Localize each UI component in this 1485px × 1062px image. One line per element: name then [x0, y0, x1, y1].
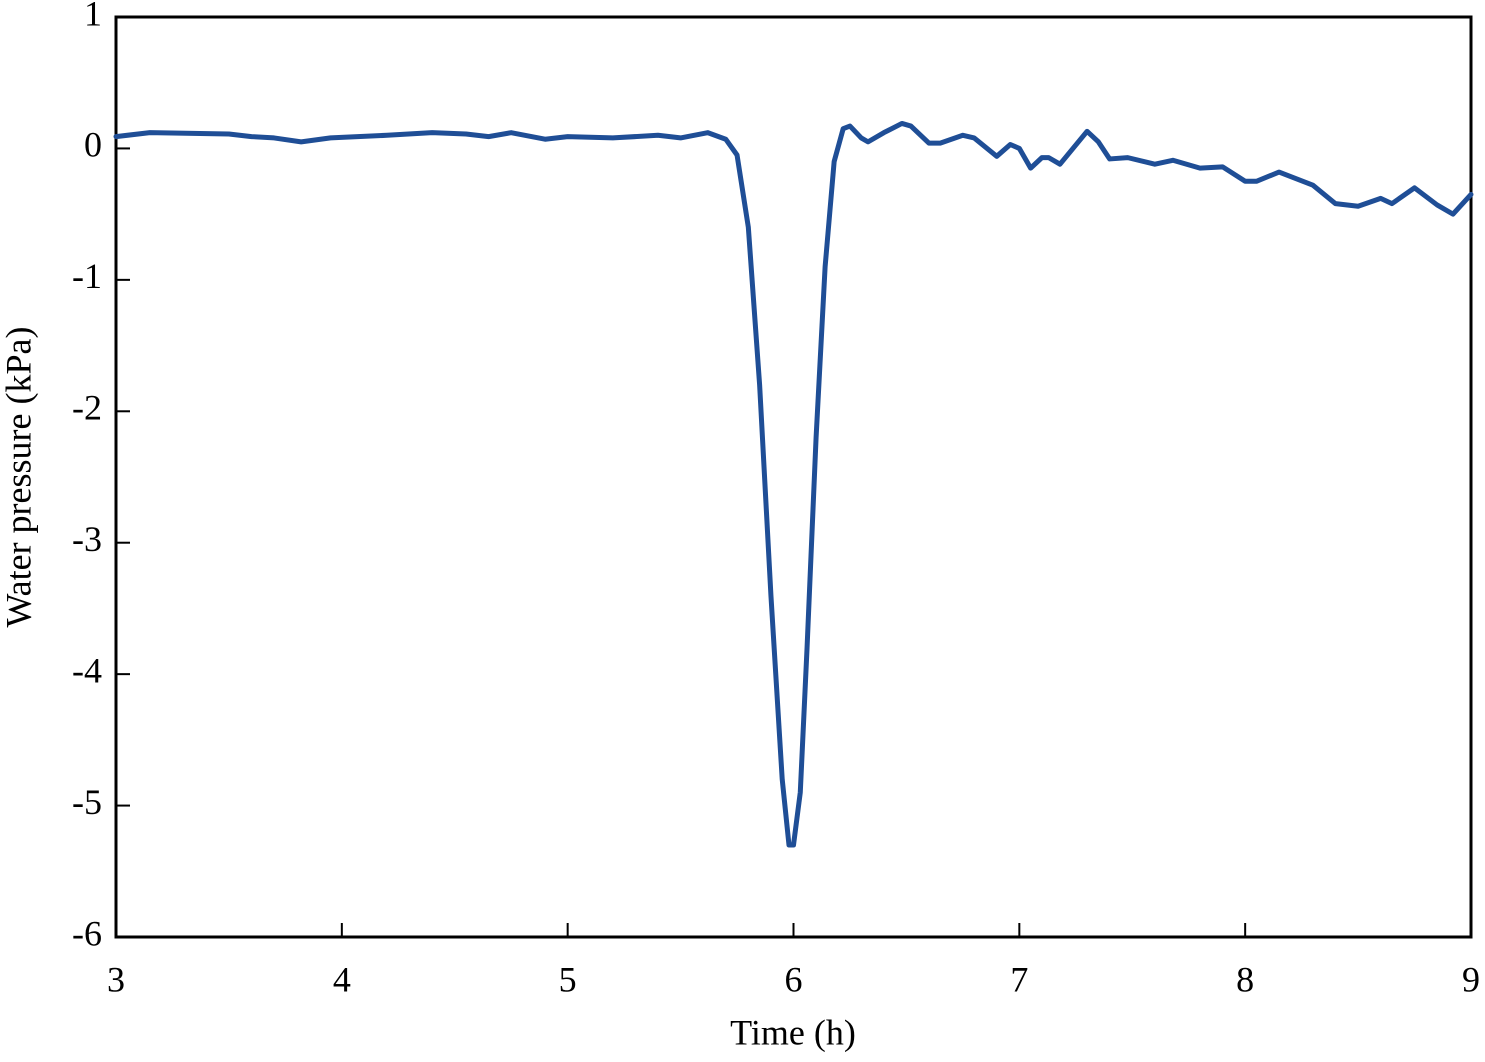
y-tick-label: 1: [84, 0, 102, 33]
x-axis-label: Time (h): [730, 1012, 856, 1052]
plot-frame: [114, 15, 1473, 939]
y-axis-label: Water pressure (kPa): [0, 327, 38, 628]
y-tick-label: 0: [84, 125, 102, 165]
y-tick-label: -4: [72, 650, 102, 690]
y-tick-label: -5: [72, 782, 102, 822]
x-tick-label: 4: [333, 959, 351, 999]
y-tick-label: -6: [72, 913, 102, 953]
x-tick-label: 6: [785, 959, 803, 999]
x-tick-label: 5: [559, 959, 577, 999]
y-tick-label: -3: [72, 519, 102, 559]
x-tick-label: 3: [107, 959, 125, 999]
data-line: [113, 120, 1474, 848]
x-tick-label: 9: [1462, 959, 1480, 999]
x-tick-label: 8: [1236, 959, 1254, 999]
y-tick-label: -2: [72, 388, 102, 428]
y-tick-label: -1: [72, 256, 102, 296]
x-tick-label: 7: [1010, 959, 1028, 999]
